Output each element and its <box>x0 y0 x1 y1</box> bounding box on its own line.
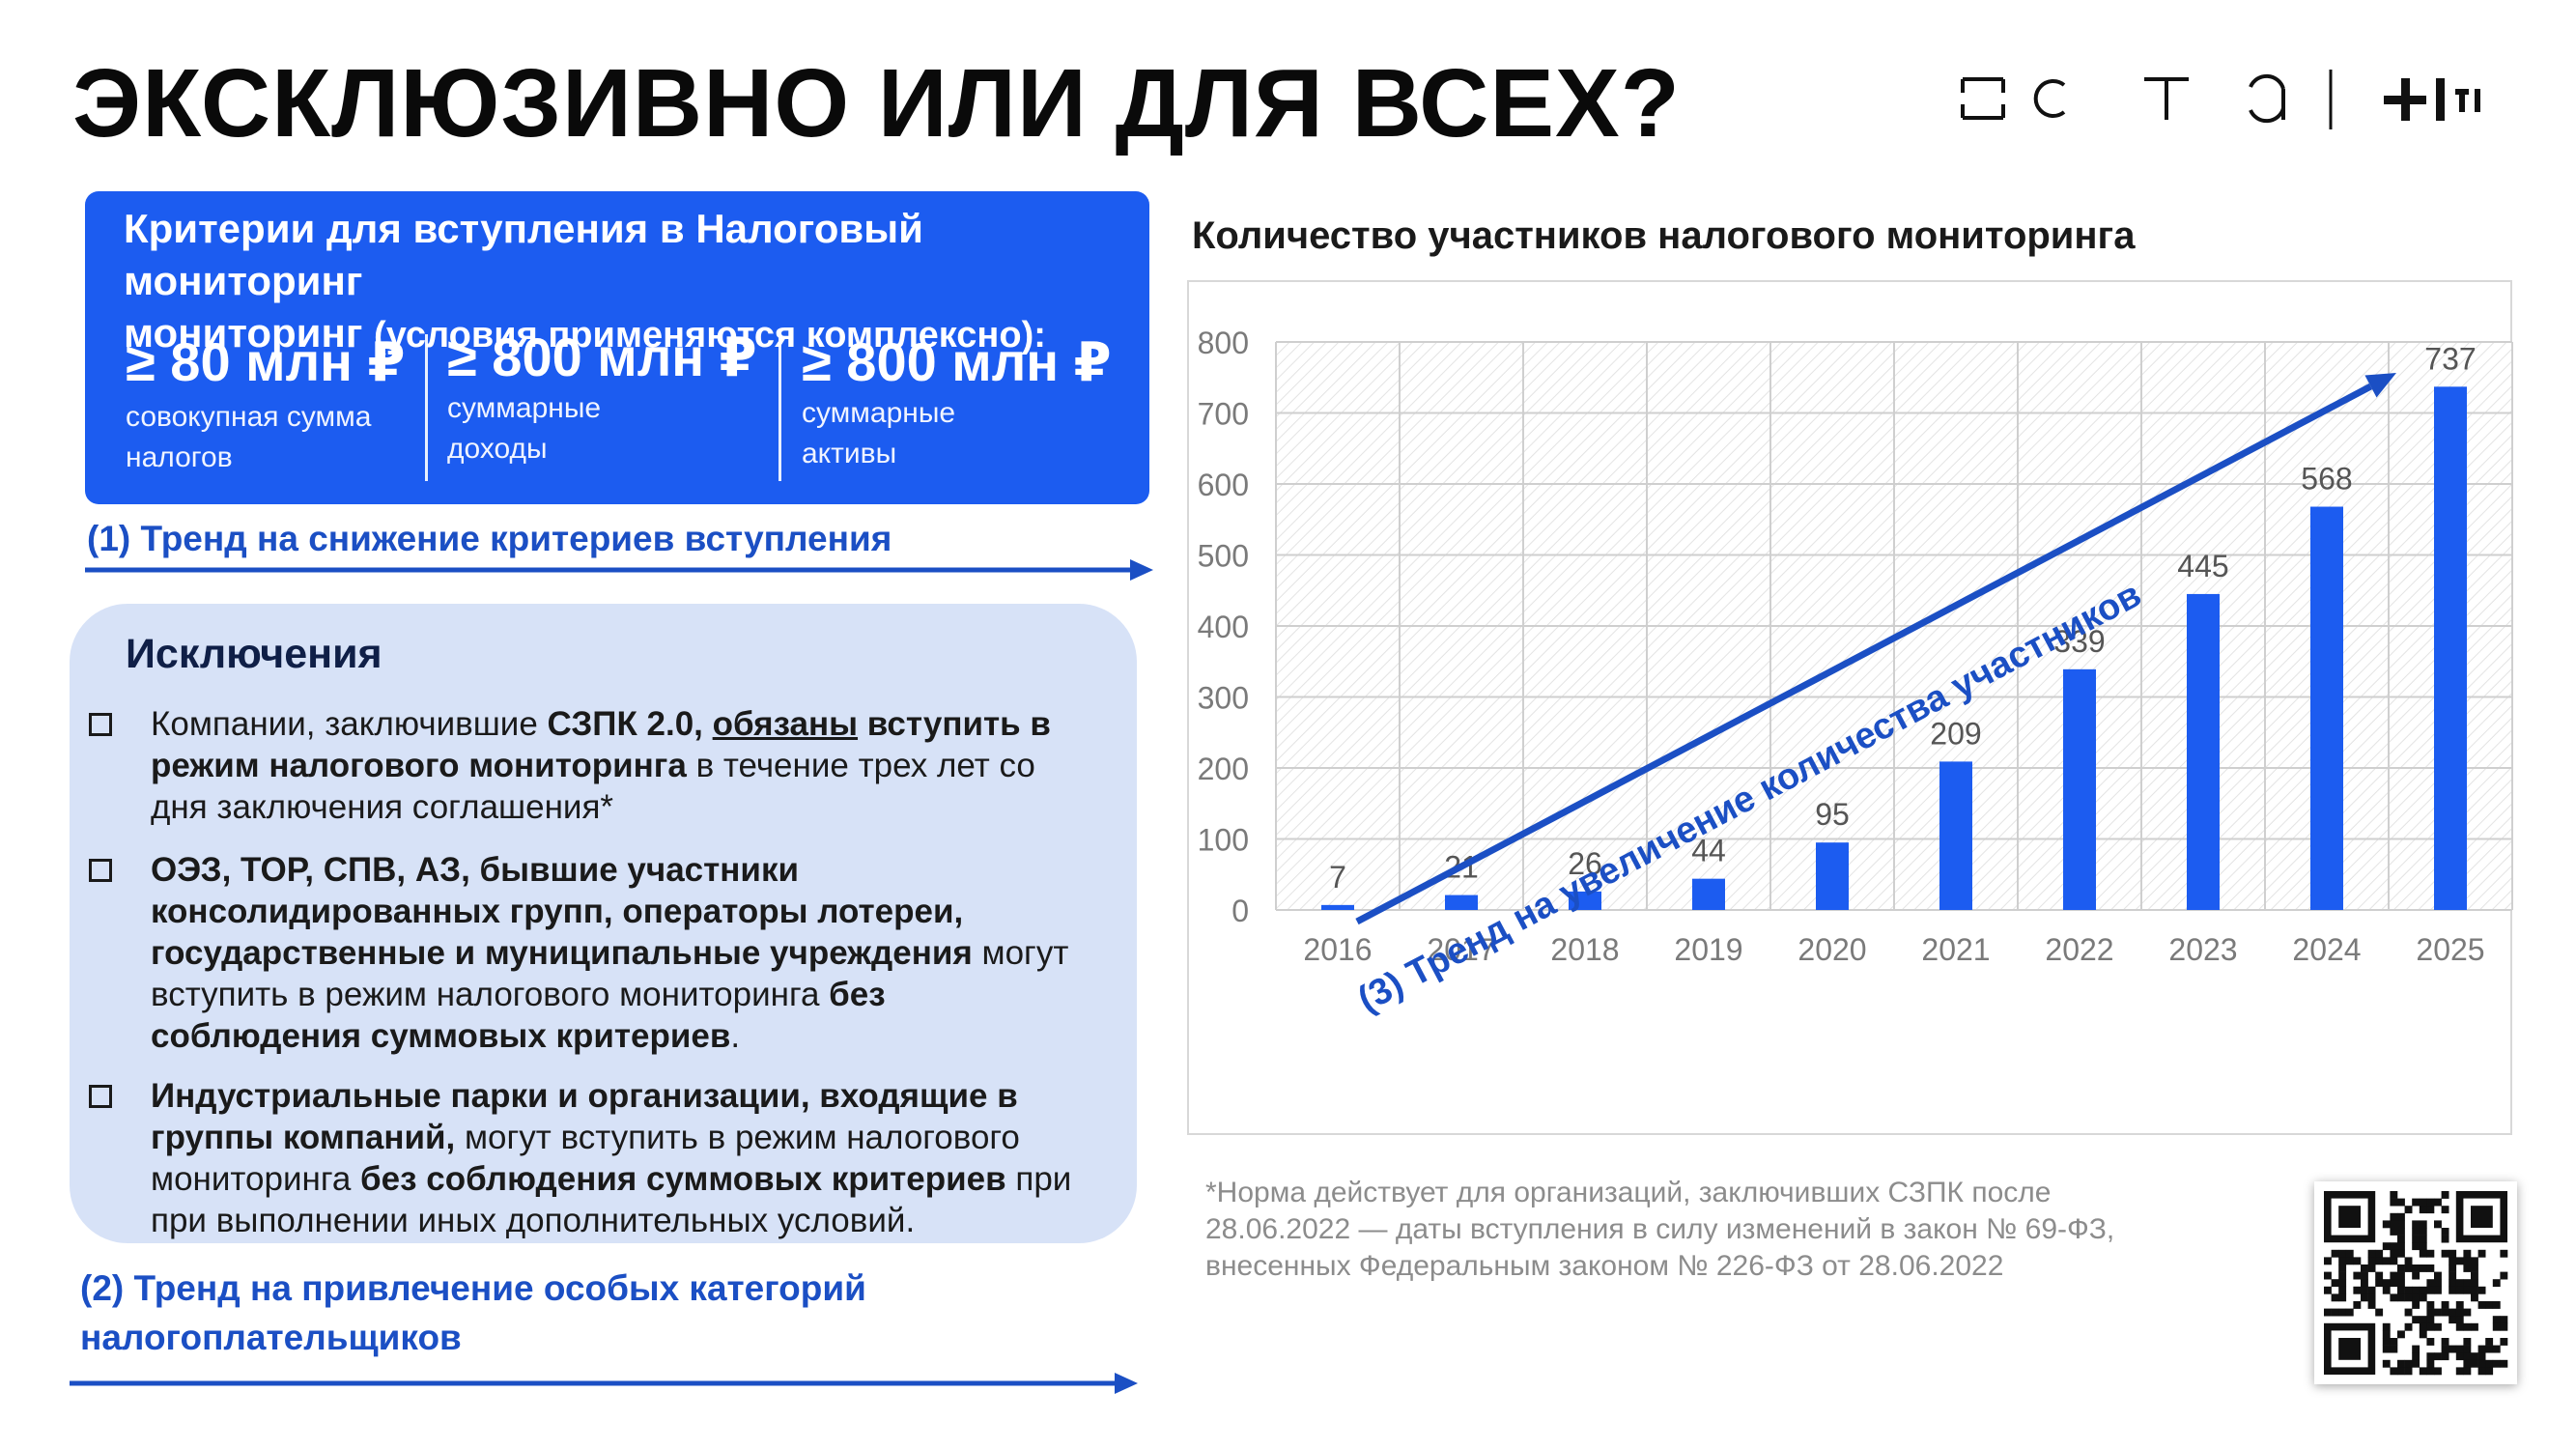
exceptions-panel: Исключения Компании, заключившие СЗПК 2.… <box>70 604 1137 1243</box>
y-tick-label: 600 <box>1198 468 1249 502</box>
brand-logo <box>1961 66 2521 133</box>
y-tick-label: 800 <box>1198 326 1249 360</box>
x-tick-label: 2021 <box>1921 932 1990 967</box>
data-label: 7 <box>1329 860 1346 895</box>
trend-1-arrow <box>85 559 1153 581</box>
x-tick-label: 2025 <box>2416 932 2484 967</box>
trend-2-label: (2) Тренд на привлечение особых категори… <box>80 1268 866 1357</box>
exception-item-2: ОЭЗ, ТОР, СПВ, АЗ, бывшие участники конс… <box>151 851 1069 1055</box>
x-tick-label: 2022 <box>2045 932 2113 967</box>
bar <box>1816 842 1849 910</box>
data-label: 95 <box>1815 797 1850 832</box>
criteria-heading: Критерии для вступления в Налоговый мони… <box>124 203 1128 361</box>
criteria-item-taxes: ≥ 80 млн ₽ совокупная сумма налогов <box>126 331 406 478</box>
exception-item-3: Индустриальные парки и организации, вход… <box>151 1077 1072 1239</box>
trend-2-arrow <box>70 1373 1138 1394</box>
data-label: 737 <box>2424 341 2476 376</box>
data-label: 209 <box>1930 716 1981 751</box>
chart-frame: 721264495209339445568737 010020030040050… <box>1187 280 2513 1135</box>
slide-title: ЭКСКЛЮЗИВНО ИЛИ ДЛЯ ВСЕХ? <box>72 49 1681 157</box>
bar <box>1692 878 1725 910</box>
trend-3-arrowhead <box>2364 373 2396 398</box>
y-tick-label: 200 <box>1198 752 1249 786</box>
y-tick-label: 400 <box>1198 610 1249 644</box>
bar-chart: 721264495209339445568737 010020030040050… <box>1198 326 2513 1020</box>
x-tick-label: 2020 <box>1798 932 1866 967</box>
x-tick-label: 2018 <box>1550 932 1619 967</box>
y-tick-label: 300 <box>1198 681 1249 716</box>
criteria-value: ≥ 800 млн ₽ <box>802 331 1112 392</box>
exception-item-1: Компании, заключившие СЗПК 2.0, обязаны … <box>151 705 1051 826</box>
y-tick-label: 500 <box>1198 539 1249 574</box>
y-tick-label: 0 <box>1231 894 1249 928</box>
checkbox-bullet-icon <box>89 859 112 882</box>
chart-title: Количество участников налогового монитор… <box>1192 214 2136 257</box>
bar <box>2310 506 2343 910</box>
x-tick-label: 2023 <box>2168 932 2237 967</box>
data-label: 44 <box>1691 834 1726 868</box>
bar <box>1321 904 1354 910</box>
x-tick-label: 2017 <box>1427 932 1495 967</box>
trend-3-arrow <box>1355 383 2373 925</box>
criteria-item-income: ≥ 800 млн ₽ суммарные доходы <box>447 327 757 469</box>
criteria-title-cont: мониторинг <box>124 310 363 355</box>
data-label: 568 <box>2301 462 2352 497</box>
criteria-desc: совокупная сумма налогов <box>126 401 372 473</box>
exceptions-title: Исключения <box>126 631 382 677</box>
checkbox-bullet-icon <box>89 713 112 736</box>
trend-1-label: (1) Тренд на снижение критериев вступлен… <box>87 519 892 558</box>
footnote: *Норма действует для организаций, заключ… <box>1205 1177 2115 1282</box>
criteria-desc: суммарные доходы <box>447 392 602 465</box>
data-label: 445 <box>2177 549 2228 583</box>
bar <box>2063 668 2096 910</box>
criteria-divider <box>425 334 428 481</box>
criteria-divider <box>778 334 781 481</box>
data-label: 339 <box>2053 624 2105 659</box>
criteria-value: ≥ 800 млн ₽ <box>447 327 757 387</box>
qr-code-icon[interactable] <box>2314 1181 2517 1384</box>
y-tick-label: 100 <box>1198 823 1249 858</box>
bar <box>2187 593 2220 910</box>
x-tick-label: 2019 <box>1674 932 1742 967</box>
data-label: 26 <box>1568 846 1602 881</box>
bar <box>1569 891 1601 910</box>
criteria-desc: суммарные активы <box>802 397 956 469</box>
criteria-item-assets: ≥ 800 млн ₽ суммарные активы <box>802 331 1112 474</box>
bar <box>1939 761 1972 910</box>
x-tick-label: 2016 <box>1303 932 1372 967</box>
checkbox-bullet-icon <box>89 1085 112 1108</box>
criteria-subtitle: (условия применяются комплексно): <box>374 315 1046 355</box>
criteria-card: Критерии для вступления в Налоговый мони… <box>85 191 1149 504</box>
criteria-title: Критерии для вступления в Налоговый мони… <box>124 206 923 303</box>
criteria-value: ≥ 80 млн ₽ <box>126 331 406 392</box>
bar <box>1445 895 1478 910</box>
bar <box>2434 386 2467 910</box>
x-tick-label: 2024 <box>2292 932 2361 967</box>
y-tick-label: 700 <box>1198 397 1249 432</box>
